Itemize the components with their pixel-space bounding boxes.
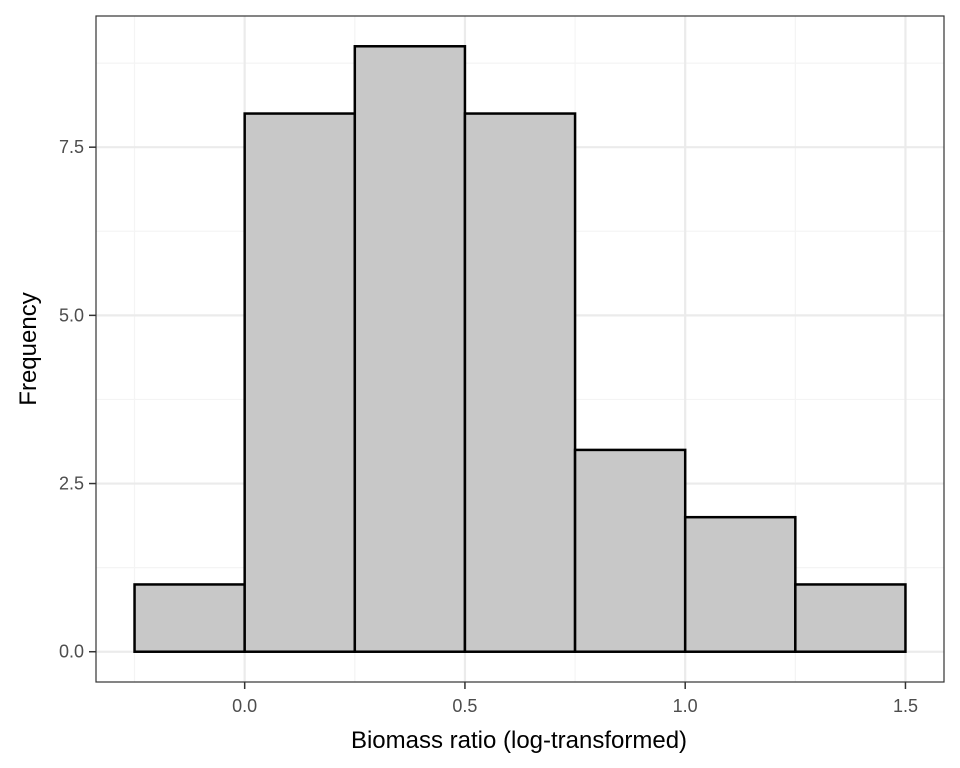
y-axis-title: Frequency bbox=[15, 292, 42, 405]
x-axis-tick-labels: 0.0 0.5 1.0 1.5 bbox=[232, 696, 918, 716]
x-tick-label: 1.0 bbox=[673, 696, 698, 716]
x-tick-label: 0.0 bbox=[232, 696, 257, 716]
x-tick-label: 1.5 bbox=[893, 696, 918, 716]
histogram-bar bbox=[243, 112, 357, 653]
histogram-bars bbox=[133, 45, 907, 653]
histogram-bar bbox=[794, 583, 907, 653]
histogram-bar bbox=[133, 583, 246, 653]
histogram-bar bbox=[683, 515, 797, 653]
x-tick-label: 0.5 bbox=[452, 696, 477, 716]
y-tick-label: 2.5 bbox=[59, 474, 84, 494]
y-tick-label: 0.0 bbox=[59, 642, 84, 662]
axis-ticks bbox=[89, 146, 907, 689]
y-tick-label: 5.0 bbox=[59, 305, 84, 325]
y-tick-label: 7.5 bbox=[59, 137, 84, 157]
panel-border bbox=[95, 15, 945, 683]
x-axis-title: Biomass ratio (log-transformed) bbox=[351, 727, 687, 754]
histogram-bar bbox=[573, 448, 687, 653]
histogram-bar bbox=[463, 112, 577, 653]
y-axis-tick-labels: 0.0 2.5 5.0 7.5 bbox=[59, 137, 84, 662]
histogram-bar bbox=[353, 45, 467, 653]
